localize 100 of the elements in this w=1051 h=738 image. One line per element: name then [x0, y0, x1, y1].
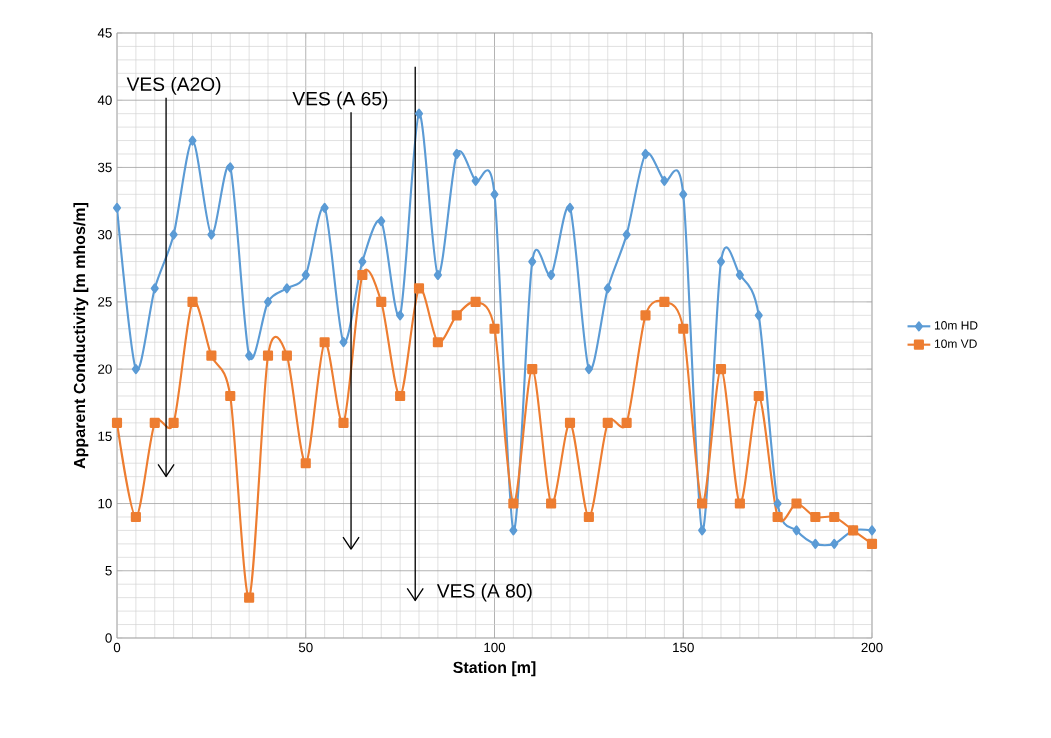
point: [811, 538, 820, 549]
point: [735, 269, 744, 281]
point: [867, 525, 877, 536]
y-tick-label: 30: [97, 229, 112, 240]
point: [698, 525, 707, 536]
point: [791, 498, 802, 509]
point: [509, 525, 518, 536]
point: [432, 337, 443, 348]
point: [131, 364, 140, 375]
x-axis-title: Station [m]: [453, 661, 536, 677]
point: [187, 296, 198, 307]
point: [753, 390, 764, 402]
point: [528, 256, 537, 267]
ref-line-label: VES (A2O): [126, 76, 221, 95]
point: [659, 296, 670, 307]
point: [169, 229, 178, 240]
point: [678, 323, 689, 334]
point: [622, 229, 631, 240]
point: [490, 189, 499, 200]
point: [640, 310, 651, 321]
point: [339, 337, 348, 348]
y-tick-label: 10: [98, 498, 112, 509]
point: [754, 310, 763, 321]
point: [244, 592, 255, 603]
point: [150, 283, 159, 294]
point: [320, 202, 329, 213]
point: [188, 135, 197, 146]
legend-label: 10m HD: [934, 321, 978, 330]
point: [772, 511, 783, 523]
point: [282, 283, 291, 294]
point: [792, 525, 801, 536]
point: [263, 296, 273, 307]
point: [300, 458, 311, 469]
point: [338, 417, 349, 428]
point: [866, 538, 878, 549]
x-tick-label: 100: [484, 642, 506, 653]
point: [660, 175, 669, 186]
point: [452, 148, 461, 160]
point: [414, 108, 424, 119]
point: [206, 350, 217, 361]
point: [226, 162, 235, 173]
point: [679, 189, 688, 200]
point: [715, 364, 727, 375]
point: [810, 511, 821, 523]
point: [621, 417, 632, 428]
point: [396, 310, 405, 321]
point: [584, 364, 593, 375]
y-tick-label: 15: [98, 431, 112, 441]
point: [697, 498, 708, 509]
point: [149, 417, 160, 428]
point: [829, 511, 840, 523]
y-tick-label: 20: [98, 364, 112, 374]
point: [377, 216, 386, 227]
point: [357, 269, 368, 281]
point: [358, 256, 367, 267]
point: [301, 269, 310, 281]
point: [546, 498, 557, 509]
y-axis-title: Apparent Conductivity [m mhos/m]: [73, 203, 89, 469]
y-tick-label: 0: [105, 633, 112, 643]
y-tick-label: 5: [105, 566, 112, 576]
point: [262, 350, 274, 361]
point: [830, 538, 839, 549]
point: [112, 202, 122, 213]
point: [508, 498, 519, 509]
y-tick-label: 25: [98, 297, 112, 307]
point: [395, 390, 406, 402]
point: [583, 511, 594, 523]
point: [281, 350, 292, 361]
x-tick-label: 150: [673, 642, 694, 653]
y-tick-label: 40: [97, 95, 112, 105]
point: [734, 498, 745, 509]
point: [470, 296, 481, 307]
point: [716, 256, 726, 267]
point: [111, 417, 123, 428]
point: [168, 417, 179, 428]
point: [471, 175, 480, 186]
point: [564, 417, 576, 428]
x-tick-label: 200: [861, 642, 883, 653]
x-tick-label: 50: [298, 642, 313, 653]
legend-label: 10m VD: [934, 339, 977, 348]
point: [527, 364, 538, 375]
y-tick-label: 35: [97, 162, 112, 173]
point: [130, 511, 141, 523]
y-tick-label: 45: [97, 28, 112, 38]
ref-line-label: VES (A 65): [292, 91, 388, 110]
point: [319, 337, 330, 348]
point: [451, 310, 462, 321]
ref-line-label: VES (A 80): [436, 583, 532, 602]
point: [565, 202, 575, 213]
point: [489, 323, 500, 334]
x-tick-label: 0: [113, 642, 121, 653]
point: [547, 269, 556, 281]
point: [413, 283, 425, 294]
point: [207, 229, 216, 240]
point: [603, 283, 612, 294]
point: [433, 269, 442, 281]
point: [641, 148, 650, 160]
point: [225, 390, 236, 402]
point: [773, 498, 782, 509]
point: [376, 296, 387, 307]
